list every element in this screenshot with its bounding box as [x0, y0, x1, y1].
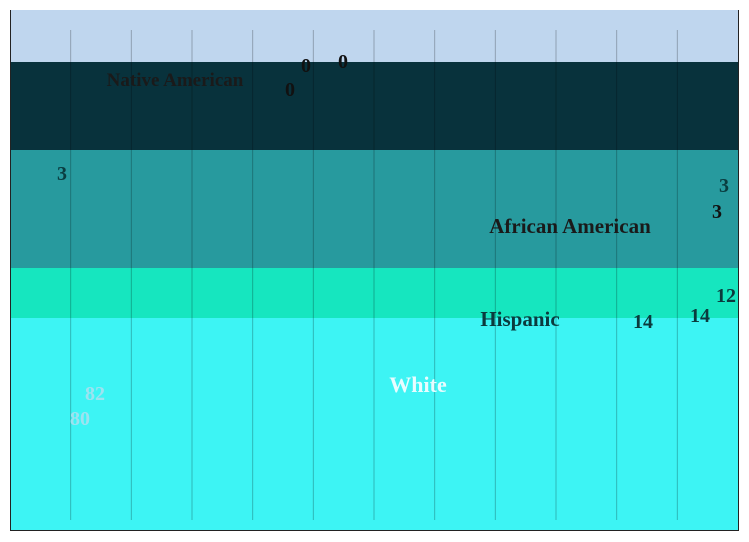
label-hispanic: Hispanic	[480, 307, 559, 331]
value-label: 3	[712, 201, 722, 223]
value-label: 3	[57, 163, 67, 185]
value-label: 82	[85, 383, 105, 405]
grid-lines	[70, 30, 678, 520]
value-label: 80	[70, 408, 90, 430]
value-label: 0	[338, 51, 348, 73]
area-white	[11, 318, 738, 530]
series-labels: Native American African American Hispani…	[107, 70, 651, 397]
value-label: 0	[301, 55, 311, 77]
label-white: White	[389, 372, 447, 397]
label-native-american: Native American	[107, 70, 244, 91]
value-label: 12	[716, 285, 736, 307]
value-label: 0	[285, 79, 295, 101]
value-labels: 0 0 0 3 3 3 12 14 14 82 80	[57, 51, 736, 430]
label-african-american: African American	[489, 214, 651, 238]
value-label: 14	[633, 311, 653, 333]
value-label: 14	[690, 305, 710, 327]
area-bands	[11, 10, 738, 530]
value-label: 3	[719, 175, 729, 197]
